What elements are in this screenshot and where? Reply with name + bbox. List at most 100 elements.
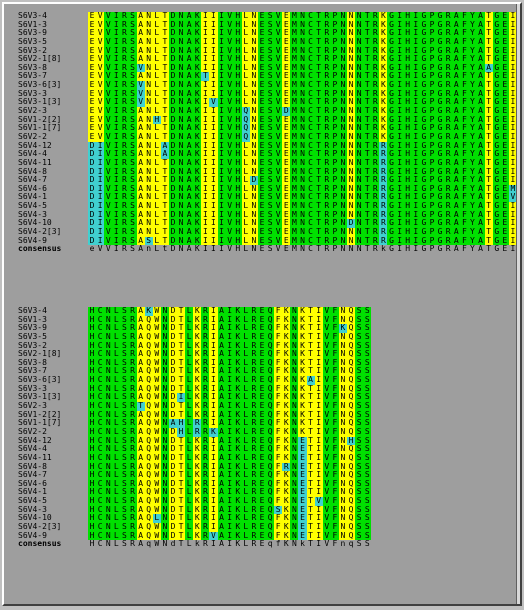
- residue: G: [419, 89, 428, 99]
- residue: N: [355, 98, 364, 108]
- residue: N: [160, 402, 169, 411]
- residue: R: [249, 410, 258, 420]
- residue: S: [120, 462, 129, 472]
- residue: N: [249, 193, 258, 203]
- residue: Q: [144, 462, 153, 472]
- residue: N: [144, 63, 153, 73]
- residue: A: [136, 124, 145, 133]
- residue: N: [298, 89, 307, 99]
- residue: L: [185, 384, 194, 394]
- residue: R: [128, 341, 137, 351]
- residue: G: [492, 210, 501, 220]
- vertical-scrollbar[interactable]: [516, 4, 520, 604]
- residue: N: [347, 158, 356, 168]
- residue: R: [201, 332, 210, 342]
- residue: K: [282, 393, 291, 403]
- residue: I: [314, 393, 323, 403]
- residue: I: [314, 471, 323, 480]
- residue: N: [290, 324, 299, 333]
- residue: N: [338, 193, 347, 203]
- residue: Q: [347, 315, 356, 325]
- residue: R: [201, 410, 210, 420]
- residue: R: [379, 167, 388, 177]
- residue: S: [266, 176, 275, 185]
- residue: E: [257, 445, 267, 454]
- residue: I: [96, 210, 105, 220]
- residue: E: [257, 219, 267, 229]
- residue: P: [330, 81, 339, 90]
- residue: L: [241, 436, 250, 446]
- residue: N: [355, 176, 364, 185]
- residue: Q: [266, 531, 275, 541]
- residue: C: [96, 436, 105, 446]
- residue: L: [152, 72, 161, 82]
- residue: N: [177, 98, 186, 108]
- residue: H: [88, 419, 97, 428]
- residue: K: [282, 376, 291, 385]
- residue: A: [136, 514, 145, 524]
- residue: V: [96, 37, 105, 47]
- residue: G: [436, 20, 445, 30]
- residue: T: [484, 12, 493, 21]
- residue: R: [444, 46, 453, 56]
- residue: L: [152, 141, 161, 151]
- residue: D: [168, 89, 178, 99]
- residue: D: [168, 514, 178, 524]
- residue: A: [185, 46, 194, 56]
- residue: V: [104, 46, 113, 56]
- residue: I: [201, 81, 210, 90]
- residue: A: [476, 245, 485, 254]
- residue: K: [282, 488, 291, 498]
- residue: N: [298, 245, 307, 254]
- residue: E: [257, 376, 267, 385]
- residue: K: [233, 410, 242, 420]
- residue: T: [484, 202, 493, 211]
- residue: P: [427, 150, 437, 159]
- residue: A: [476, 124, 485, 133]
- residue: H: [403, 228, 412, 237]
- residue: P: [427, 124, 437, 133]
- residue: R: [322, 124, 331, 133]
- residue: Y: [468, 124, 477, 133]
- residue: V: [136, 81, 145, 90]
- residue: G: [492, 98, 501, 108]
- residue: S: [128, 55, 137, 64]
- residue: T: [363, 176, 372, 185]
- residue: R: [371, 141, 380, 151]
- residue: G: [419, 29, 428, 38]
- residue: Q: [347, 393, 356, 403]
- residue: R: [128, 376, 137, 385]
- residue: K: [233, 445, 242, 454]
- residue: Q: [266, 523, 275, 532]
- residue: S: [363, 427, 372, 437]
- residue: G: [419, 107, 428, 116]
- residue: Q: [347, 471, 356, 480]
- residue: I: [508, 12, 517, 21]
- residue: L: [112, 462, 121, 472]
- residue: I: [314, 410, 323, 420]
- residue: T: [484, 81, 493, 90]
- residue: N: [104, 540, 113, 549]
- residue: T: [314, 63, 323, 73]
- residue: T: [160, 20, 169, 30]
- residue: I: [201, 184, 210, 194]
- residue: S: [266, 158, 275, 168]
- residue: N: [338, 46, 347, 56]
- residue: D: [168, 46, 178, 56]
- residue: R: [128, 384, 137, 394]
- residue: Q: [144, 367, 153, 377]
- residue: N: [338, 55, 347, 64]
- residue: I: [225, 514, 234, 524]
- residue: N: [355, 167, 364, 177]
- residue: I: [209, 107, 218, 116]
- residue: S: [266, 98, 275, 108]
- residue: R: [120, 115, 129, 125]
- residue: V: [225, 37, 234, 47]
- residue: R: [322, 107, 331, 116]
- residue: L: [152, 202, 161, 211]
- residue: G: [436, 37, 445, 47]
- residue: N: [177, 167, 186, 177]
- residue: F: [274, 523, 283, 532]
- residue: M: [290, 236, 299, 246]
